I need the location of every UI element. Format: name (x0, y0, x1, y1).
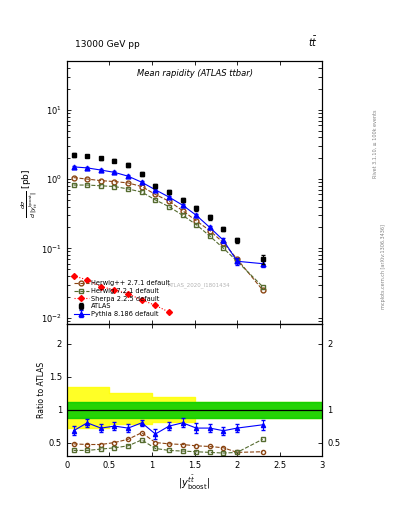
Herwig++ 2.7.1 default (208, 227, 212, 233)
Line: Herwig 7.2.1 default: Herwig 7.2.1 default (71, 183, 265, 289)
Herwig++ 2.7.1 default (140, 183, 144, 189)
Text: 13000 GeV pp: 13000 GeV pp (75, 39, 140, 49)
Sherpa 2.2.5 default (112, 287, 117, 293)
Sherpa 2.2.5 default (99, 284, 103, 290)
Herwig 7.2.1 default (167, 204, 171, 210)
Sherpa 2.2.5 default (167, 309, 171, 315)
Text: Rivet 3.1.10, ≥ 100k events: Rivet 3.1.10, ≥ 100k events (373, 109, 378, 178)
Y-axis label: $\frac{d\sigma}{d\,|y^\mathrm{boost}_{t\bar{t}}|}$ [pb]: $\frac{d\sigma}{d\,|y^\mathrm{boost}_{t\… (20, 168, 40, 218)
Herwig++ 2.7.1 default (260, 287, 265, 293)
Herwig++ 2.7.1 default (221, 240, 226, 246)
Legend: Herwig++ 2.7.1 default, Herwig 7.2.1 default, Sherpa 2.2.5 default, ATLAS, Pythi: Herwig++ 2.7.1 default, Herwig 7.2.1 def… (73, 279, 172, 318)
Herwig 7.2.1 default (112, 183, 117, 189)
Herwig 7.2.1 default (99, 183, 103, 189)
Sherpa 2.2.5 default (85, 277, 90, 283)
Herwig++ 2.7.1 default (99, 178, 103, 184)
Herwig 7.2.1 default (180, 212, 185, 218)
Herwig++ 2.7.1 default (71, 175, 76, 181)
Sherpa 2.2.5 default (71, 273, 76, 279)
Text: mcplots.cern.ch [arXiv:1306.3436]: mcplots.cern.ch [arXiv:1306.3436] (381, 224, 386, 309)
Herwig 7.2.1 default (126, 186, 130, 192)
Text: ATLAS_2020_I1801434: ATLAS_2020_I1801434 (168, 282, 231, 288)
Herwig 7.2.1 default (235, 258, 239, 264)
Herwig 7.2.1 default (71, 182, 76, 188)
Y-axis label: Ratio to ATLAS: Ratio to ATLAS (37, 362, 46, 418)
Herwig 7.2.1 default (85, 182, 90, 188)
Line: Sherpa 2.2.5 default: Sherpa 2.2.5 default (72, 274, 171, 314)
Herwig++ 2.7.1 default (167, 198, 171, 204)
Herwig 7.2.1 default (260, 284, 265, 290)
Herwig++ 2.7.1 default (126, 180, 130, 186)
Sherpa 2.2.5 default (126, 291, 130, 297)
Herwig++ 2.7.1 default (112, 179, 117, 185)
Herwig 7.2.1 default (208, 233, 212, 239)
Herwig++ 2.7.1 default (194, 218, 198, 224)
Text: Mean rapidity (ATLAS ttbar): Mean rapidity (ATLAS ttbar) (136, 69, 253, 78)
Herwig 7.2.1 default (153, 197, 158, 203)
Herwig++ 2.7.1 default (85, 176, 90, 182)
Herwig++ 2.7.1 default (235, 256, 239, 262)
Herwig 7.2.1 default (140, 189, 144, 195)
Sherpa 2.2.5 default (140, 297, 144, 303)
Sherpa 2.2.5 default (153, 302, 158, 308)
X-axis label: $|y^{t\bar{t}}_\mathrm{boost}|$: $|y^{t\bar{t}}_\mathrm{boost}|$ (178, 474, 211, 492)
Herwig 7.2.1 default (221, 245, 226, 251)
Text: $t\bar{t}$: $t\bar{t}$ (309, 35, 318, 49)
Line: Herwig++ 2.7.1 default: Herwig++ 2.7.1 default (71, 175, 265, 292)
Herwig++ 2.7.1 default (153, 191, 158, 198)
Herwig 7.2.1 default (194, 222, 198, 228)
Herwig++ 2.7.1 default (180, 207, 185, 214)
